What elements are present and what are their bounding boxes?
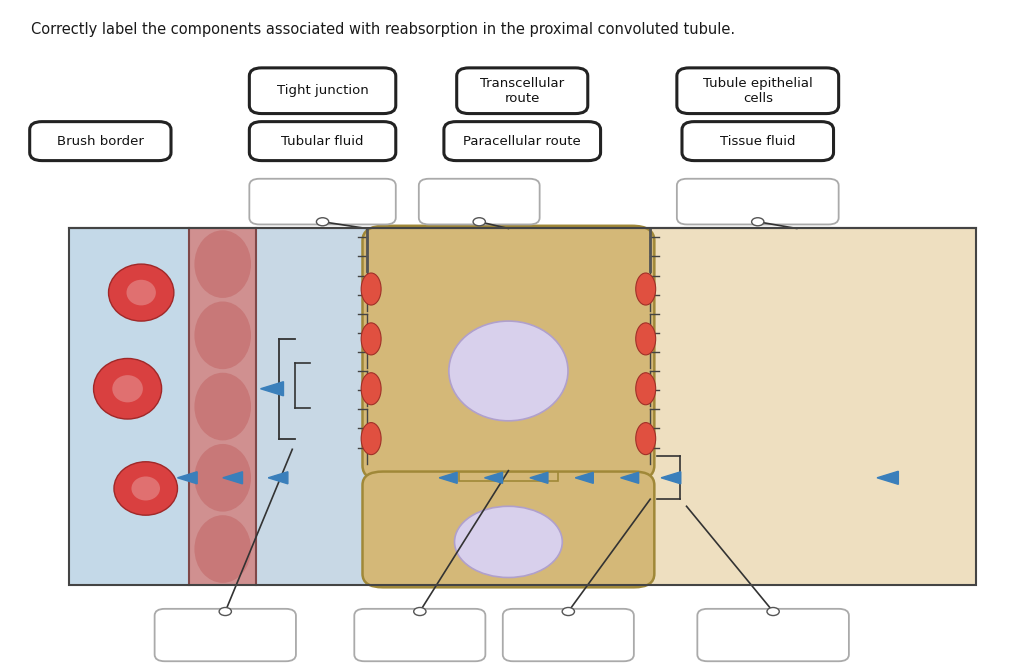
Polygon shape xyxy=(223,472,243,484)
Circle shape xyxy=(767,607,779,616)
Circle shape xyxy=(219,607,231,616)
Bar xyxy=(256,228,367,585)
Ellipse shape xyxy=(114,462,177,515)
FancyBboxPatch shape xyxy=(503,609,634,661)
Polygon shape xyxy=(268,472,288,484)
FancyBboxPatch shape xyxy=(677,68,839,114)
FancyBboxPatch shape xyxy=(419,179,540,224)
Circle shape xyxy=(316,218,329,226)
Circle shape xyxy=(752,218,764,226)
Ellipse shape xyxy=(636,323,655,355)
Circle shape xyxy=(562,607,574,616)
Ellipse shape xyxy=(113,375,143,403)
Polygon shape xyxy=(877,471,898,485)
Ellipse shape xyxy=(449,321,568,421)
Ellipse shape xyxy=(195,373,251,440)
Ellipse shape xyxy=(636,273,655,305)
Ellipse shape xyxy=(361,323,381,355)
Polygon shape xyxy=(575,472,593,483)
Text: Tubule epithelial
cells: Tubule epithelial cells xyxy=(702,77,813,105)
Ellipse shape xyxy=(361,273,381,305)
Polygon shape xyxy=(484,472,503,483)
FancyBboxPatch shape xyxy=(155,609,296,661)
FancyBboxPatch shape xyxy=(697,609,849,661)
Ellipse shape xyxy=(127,280,156,305)
Text: Brush border: Brush border xyxy=(57,134,143,148)
Ellipse shape xyxy=(195,515,251,583)
FancyBboxPatch shape xyxy=(444,122,600,161)
Bar xyxy=(69,228,189,585)
FancyBboxPatch shape xyxy=(250,179,395,224)
Ellipse shape xyxy=(455,506,562,577)
Bar xyxy=(650,228,976,585)
FancyBboxPatch shape xyxy=(457,68,588,114)
Polygon shape xyxy=(662,472,681,484)
Polygon shape xyxy=(177,472,198,484)
Text: Tubular fluid: Tubular fluid xyxy=(282,134,364,148)
Ellipse shape xyxy=(195,230,251,298)
FancyBboxPatch shape xyxy=(362,472,654,587)
Text: Paracellular route: Paracellular route xyxy=(464,134,581,148)
Bar xyxy=(459,472,558,481)
Polygon shape xyxy=(529,472,548,483)
Text: Transcellular
route: Transcellular route xyxy=(480,77,564,105)
FancyBboxPatch shape xyxy=(354,609,485,661)
Ellipse shape xyxy=(195,444,251,511)
Ellipse shape xyxy=(109,264,174,321)
Text: Correctly label the components associated with reabsorption in the proximal conv: Correctly label the components associate… xyxy=(31,22,735,36)
Polygon shape xyxy=(439,472,457,483)
FancyBboxPatch shape xyxy=(30,122,171,161)
FancyBboxPatch shape xyxy=(677,179,839,224)
Ellipse shape xyxy=(131,476,160,501)
Bar xyxy=(69,228,976,585)
Ellipse shape xyxy=(636,423,655,455)
Ellipse shape xyxy=(195,302,251,369)
Ellipse shape xyxy=(636,373,655,405)
Bar xyxy=(189,228,256,585)
Text: Tissue fluid: Tissue fluid xyxy=(720,134,796,148)
FancyBboxPatch shape xyxy=(682,122,834,161)
Circle shape xyxy=(414,607,426,616)
Circle shape xyxy=(473,218,485,226)
FancyBboxPatch shape xyxy=(250,68,395,114)
Text: Tight junction: Tight junction xyxy=(276,84,369,97)
Ellipse shape xyxy=(93,358,162,419)
FancyBboxPatch shape xyxy=(362,226,654,480)
Polygon shape xyxy=(260,382,284,396)
Polygon shape xyxy=(621,472,639,483)
Ellipse shape xyxy=(361,423,381,455)
Ellipse shape xyxy=(361,373,381,405)
FancyBboxPatch shape xyxy=(250,122,395,161)
